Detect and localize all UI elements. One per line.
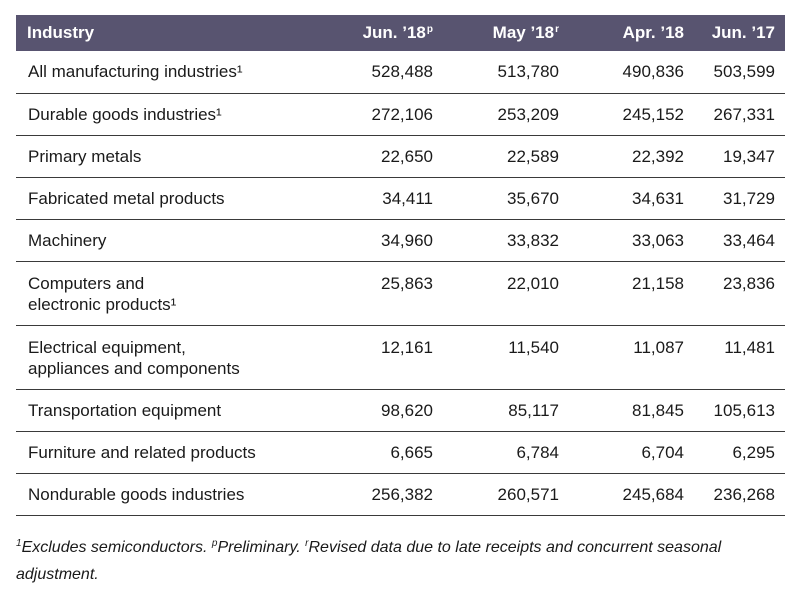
header-industry: Industry [27,23,95,42]
table-row: Electrical equipment, appliances and comp… [16,325,785,390]
value-cell: 33,832 [443,219,569,262]
manufacturing-table-container: Industry Jun. ’18p May ’18r Apr. ’18 Jun… [16,15,785,516]
table-row: Computers and electronic products¹ 25,863… [16,261,785,326]
footnote-mark-p: p [211,538,218,549]
industry-line: Electrical equipment, [28,337,186,357]
value-cell: 22,650 [318,135,443,178]
table-row: Primary metals 22,650 22,589 22,392 19,3… [16,135,785,178]
footnote-text-1: Excludes semiconductors. [21,539,212,556]
industry-cell: Fabricated metal products [16,177,318,220]
value-cell: 11,481 [694,325,785,390]
table-row: Fabricated metal products 34,411 35,670 … [16,177,785,220]
footnote-mark-1: 1 [16,538,22,549]
value-cell: 22,589 [443,135,569,178]
value-cell: 260,571 [443,473,569,516]
value-cell: 513,780 [443,51,569,94]
value-cell: 34,631 [569,177,694,220]
value-cell: 256,382 [318,473,443,516]
value-cell: 6,704 [569,431,694,474]
value-cell: 33,063 [569,219,694,262]
value-cell: 34,411 [318,177,443,220]
value-cell: 19,347 [694,135,785,178]
value-cell: 236,268 [694,473,785,516]
value-cell: 503,599 [694,51,785,94]
value-cell: 85,117 [443,389,569,432]
table-row: Furniture and related products 6,665 6,7… [16,431,785,474]
industry-cell: Durable goods industries¹ [16,93,318,136]
industry-cell: Transportation equipment [16,389,318,432]
value-cell: 272,106 [318,93,443,136]
value-cell: 33,464 [694,219,785,262]
value-cell: 245,684 [569,473,694,516]
value-cell: 6,295 [694,431,785,474]
value-cell: 105,613 [694,389,785,432]
header-may-18: May ’18r [443,15,569,51]
industry-cell: Furniture and related products [16,431,318,474]
industry-cell: Machinery [16,219,318,262]
header-jun-18: Jun. ’18p [318,15,443,51]
industry-cell: Electrical equipment, appliances and comp… [16,325,318,390]
header-jun-18-label: Jun. ’18 [362,23,426,42]
value-cell: 21,158 [569,261,694,326]
table-row: All manufacturing industries¹ 528,488 51… [16,51,785,94]
table-row: Transportation equipment 98,620 85,117 8… [16,389,785,432]
footnote-text-3: Revised data due to late receipts and co… [16,539,722,583]
industry-line: electronic products¹ [28,294,177,314]
industry-line: Computers and [28,273,145,293]
table-header-row: Industry Jun. ’18p May ’18r Apr. ’18 Jun… [16,15,785,51]
value-cell: 6,784 [443,431,569,474]
header-apr-18: Apr. ’18 [622,23,684,42]
header-may-18-label: May ’18 [492,23,555,42]
value-cell: 528,488 [318,51,443,94]
table-row: Durable goods industries¹ 272,106 253,20… [16,93,785,136]
industry-line: appliances and components [28,358,240,378]
industry-cell: Computers and electronic products¹ [16,261,318,326]
value-cell: 245,152 [569,93,694,136]
manufacturing-shipments-table: Industry Jun. ’18p May ’18r Apr. ’18 Jun… [16,15,785,516]
industry-cell: All manufacturing industries¹ [16,51,318,94]
value-cell: 12,161 [318,325,443,390]
value-cell: 31,729 [694,177,785,220]
value-cell: 25,863 [318,261,443,326]
header-revised-mark: r [555,24,559,35]
value-cell: 267,331 [694,93,785,136]
value-cell: 6,665 [318,431,443,474]
value-cell: 81,845 [569,389,694,432]
value-cell: 490,836 [569,51,694,94]
value-cell: 34,960 [318,219,443,262]
value-cell: 98,620 [318,389,443,432]
footnote-mark-r: r [305,538,309,549]
header-preliminary-mark: p [426,24,433,35]
table-row: Nondurable goods industries 256,382 260,… [16,473,785,516]
industry-cell: Primary metals [16,135,318,178]
footnote-text-2: Preliminary. [217,539,306,556]
table-row: Machinery 34,960 33,832 33,063 33,464 [16,219,785,262]
table-footnote: 1Excludes semiconductors. pPreliminary. … [16,530,786,588]
value-cell: 11,540 [443,325,569,390]
value-cell: 11,087 [569,325,694,390]
value-cell: 35,670 [443,177,569,220]
industry-cell: Nondurable goods industries [16,473,318,516]
value-cell: 22,010 [443,261,569,326]
value-cell: 22,392 [569,135,694,178]
value-cell: 23,836 [694,261,785,326]
value-cell: 253,209 [443,93,569,136]
header-jun-17: Jun. ’17 [711,23,775,42]
